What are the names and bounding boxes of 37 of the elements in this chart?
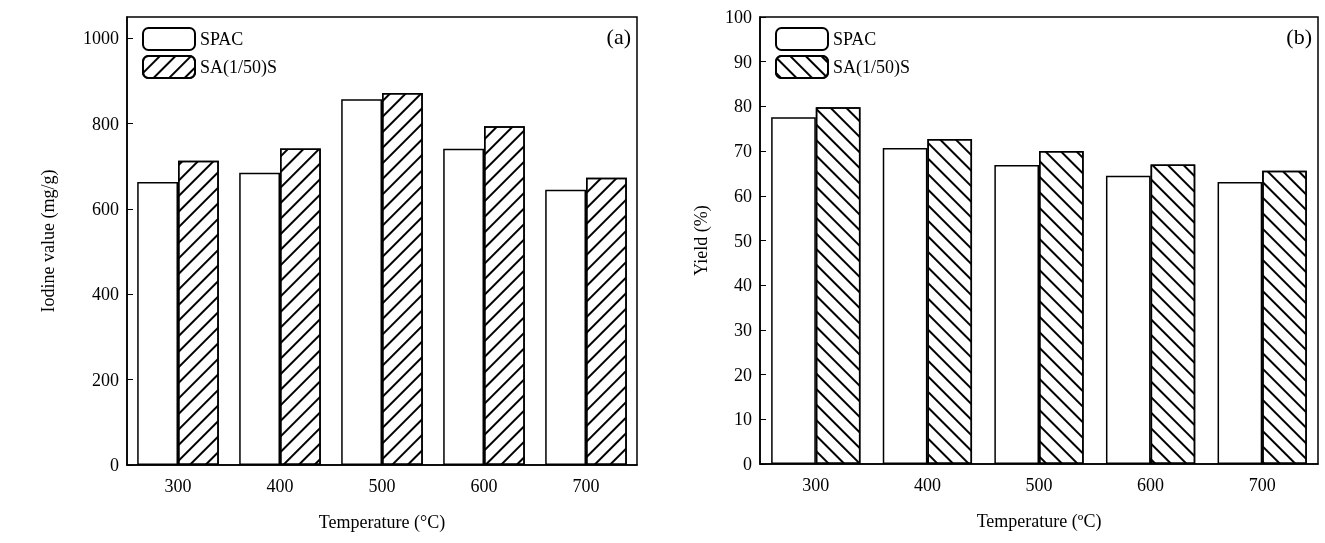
y-tick-label: 60 (734, 185, 752, 206)
y-tick-label: 30 (734, 319, 752, 340)
x-tick-label: 300 (802, 475, 830, 495)
y-axis-title: Yield (%) (691, 205, 712, 276)
y-tick-label: 70 (734, 141, 752, 162)
x-tick-label: 400 (913, 475, 941, 495)
legend-label: SPAC (200, 29, 244, 49)
legend-label: SA(1/50)S (833, 57, 911, 78)
x-tick-label: 500 (368, 476, 396, 496)
x-axis-title: Temperature (ºC) (976, 511, 1102, 532)
annotation: (b) (1286, 23, 1312, 49)
y-tick-label: 20 (734, 364, 752, 385)
y-tick-label: 80 (734, 96, 752, 117)
x-tick-label: 600 (1137, 475, 1165, 495)
y-tick-label: 50 (734, 230, 752, 251)
y-tick-label: 600 (92, 199, 119, 219)
y-tick-label: 200 (92, 369, 119, 390)
x-tick-label: 400 (266, 476, 294, 496)
y-tick-label: 90 (734, 51, 752, 72)
x-tick-label: 700 (572, 476, 600, 496)
x-tick-label: 700 (1248, 475, 1276, 495)
y-axis-title: Iodine value (mg/g) (38, 169, 59, 313)
legend-label: SPAC (833, 29, 877, 49)
annotation: (a) (606, 23, 631, 49)
y-tick-label: 40 (734, 275, 752, 296)
y-tick-label: 0 (743, 454, 752, 474)
legend-label: SA(1/50)S (200, 57, 278, 78)
x-tick-label: 500 (1025, 475, 1053, 495)
y-tick-label: 10 (734, 409, 752, 430)
x-tick-label: 600 (470, 476, 498, 496)
y-tick-label: 0 (110, 455, 119, 475)
x-tick-label: 300 (164, 476, 192, 496)
y-tick-label: 100 (725, 7, 752, 27)
y-tick-label: 1000 (83, 28, 119, 49)
y-tick-label: 400 (92, 284, 119, 305)
y-tick-label: 800 (92, 113, 119, 134)
x-axis-title: Temperature (°C) (318, 512, 446, 533)
